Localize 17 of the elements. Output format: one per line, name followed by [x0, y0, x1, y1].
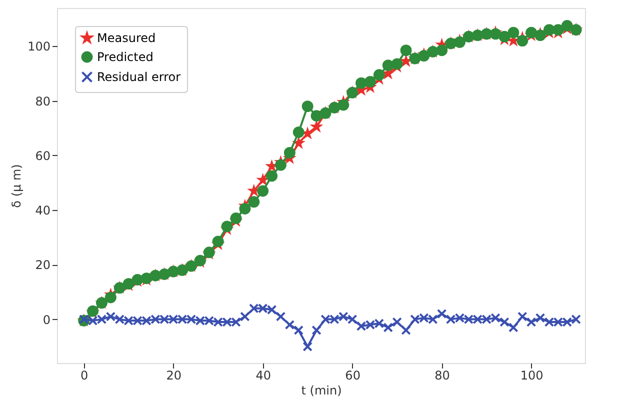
- x-tick-label: 60: [345, 368, 360, 382]
- x-tick-label: 40: [256, 368, 271, 382]
- y-axis-title: δ (μ m): [10, 164, 24, 208]
- y-tick-label: 80: [35, 94, 50, 108]
- x-tick-label: 20: [166, 368, 182, 382]
- x-tick-label: 100: [520, 368, 544, 382]
- y-tick-label: 0: [42, 312, 50, 327]
- y-tick-label: 100: [28, 40, 50, 54]
- y-tick-label: 40: [35, 204, 50, 218]
- legend-label: Predicted: [97, 50, 154, 64]
- legend-label: Residual error: [97, 70, 181, 84]
- x-axis-title: t (min): [301, 384, 342, 398]
- y-tick-label: 20: [35, 258, 50, 272]
- y-tick-label: 60: [35, 148, 50, 163]
- x-tick-label: 80: [434, 368, 450, 382]
- legend-label: Measured: [97, 31, 156, 45]
- x-tick-label: 0: [80, 368, 88, 382]
